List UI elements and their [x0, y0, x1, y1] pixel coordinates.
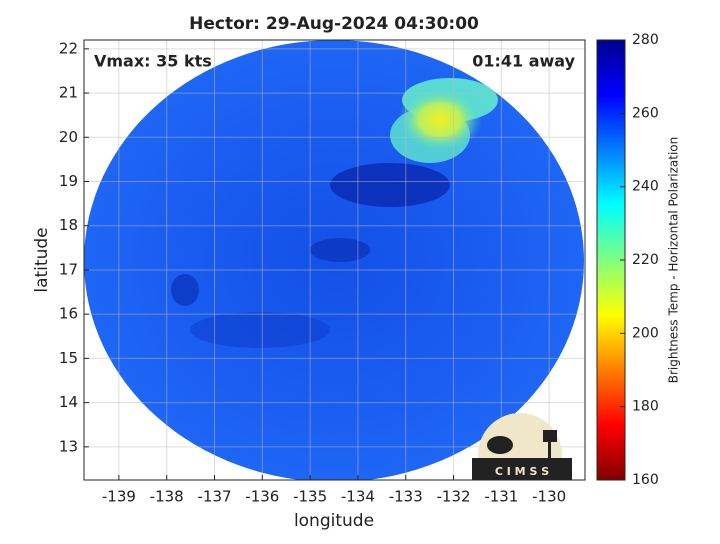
colorbar-tick-label: 160 [632, 472, 659, 488]
y-tick-label: 14 [59, 393, 78, 411]
y-axis-label: latitude [32, 227, 52, 292]
x-tick-label: -137 [197, 488, 231, 506]
y-tick-label: 18 [59, 216, 78, 234]
y-tick-label: 20 [59, 128, 78, 146]
x-tick-label: -133 [389, 488, 423, 506]
colorbar-tick-label: 280 [632, 32, 659, 48]
x-tick-label: -130 [532, 488, 566, 506]
logo: C I M S S [472, 413, 572, 480]
image [84, 40, 584, 480]
x-tick-label: -139 [102, 488, 136, 506]
colorbar-tick-label: 200 [632, 325, 659, 341]
y-tick-label: 16 [59, 305, 78, 323]
y-tick-label: 13 [59, 437, 78, 455]
y-tick-label: 19 [59, 172, 78, 190]
x-tick-label: -138 [150, 488, 184, 506]
colorbar-tick-label: 260 [632, 105, 659, 121]
colorbar-tick-label: 220 [632, 252, 659, 268]
x-tick-label: -131 [484, 488, 518, 506]
x-tick-label: -134 [341, 488, 375, 506]
annotation: 01:41 away [472, 52, 575, 71]
colorbar-tick-label: 240 [632, 179, 659, 195]
colorbar-label: Brightness Temp - Horizontal Polarizatio… [667, 137, 681, 384]
x-tick-label: -136 [245, 488, 279, 506]
y-tick-label: 21 [59, 84, 78, 102]
y-tick-label: 17 [59, 260, 78, 278]
chart-title: Hector: 29-Aug-2024 04:30:00 [189, 14, 479, 34]
logo-text: C I M S S [495, 465, 549, 478]
y-tick-label: 15 [59, 349, 78, 367]
y-tick-label: 22 [59, 39, 78, 57]
colorbar-tick-label: 180 [632, 399, 659, 415]
x-tick-label: -132 [437, 488, 471, 506]
axes-box [83, 39, 586, 481]
annotation: Vmax: 35 kts [94, 52, 212, 71]
x-axis-label: longitude [294, 511, 374, 531]
x-tick-label: -135 [293, 488, 327, 506]
